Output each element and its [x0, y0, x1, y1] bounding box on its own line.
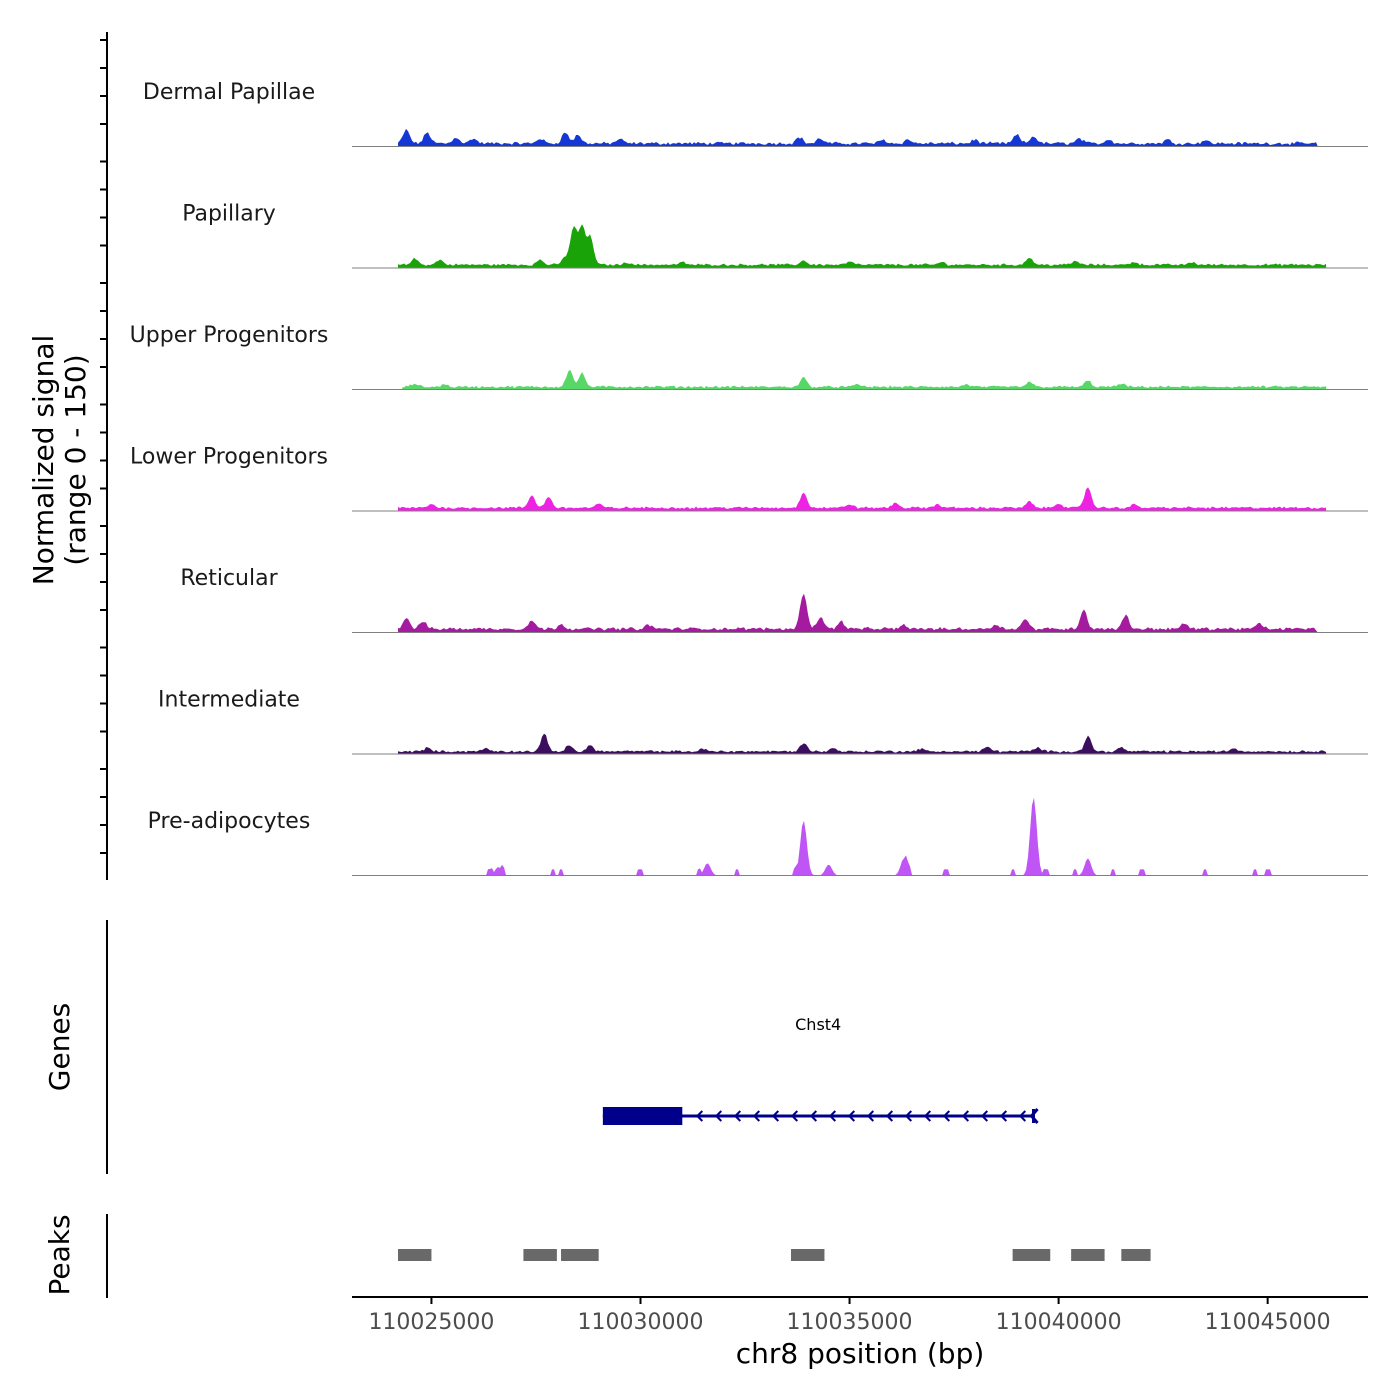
coverage-area — [402, 369, 1327, 390]
y-axis-title: Normalized signal — [27, 335, 60, 586]
peaks-track-title: Peaks — [43, 1214, 76, 1295]
strand-arrow — [942, 1110, 951, 1122]
strand-arrow — [771, 1110, 780, 1122]
coverage-area — [398, 224, 1327, 268]
peak-region — [523, 1249, 557, 1261]
coverage-area — [398, 128, 1318, 147]
track-labels: Dermal Papillae Papillary Upper Progenitor… — [130, 80, 329, 834]
genes-track-title: Genes — [43, 1003, 76, 1091]
x-axis-title: chr8 position (bp) — [736, 1337, 985, 1370]
peak-region — [1121, 1249, 1151, 1261]
strand-arrow — [790, 1110, 799, 1122]
strand-arrow — [980, 1110, 989, 1122]
peak-region — [397, 1249, 432, 1261]
coverage-area — [398, 487, 1327, 511]
coverage-area — [398, 593, 1318, 633]
strand-arrow — [828, 1110, 837, 1122]
track-label: Dermal Papillae — [143, 80, 315, 105]
x-ticks: 110025000 110030000 110035000 110040000 1100… — [368, 1297, 1331, 1335]
strand-arrow — [809, 1110, 818, 1122]
strand-arrow — [885, 1110, 894, 1122]
track-label: Papillary — [182, 202, 276, 227]
gene-model: Chst4 — [602, 1015, 1039, 1125]
strand-arrow — [961, 1110, 970, 1122]
strand-arrow — [714, 1110, 723, 1122]
gene-exon — [602, 1107, 683, 1125]
track-label: Pre-adipocytes — [148, 809, 311, 834]
x-tick-label: 110025000 — [368, 1310, 494, 1335]
track-label: Lower Progenitors — [130, 445, 328, 470]
peak-region — [1071, 1249, 1105, 1261]
strand-arrow — [1018, 1110, 1027, 1122]
peak-region — [791, 1249, 825, 1261]
gene-name-label: Chst4 — [795, 1015, 841, 1034]
x-tick-label: 110030000 — [578, 1310, 704, 1335]
strand-arrow — [923, 1110, 932, 1122]
y-axis-range: (range 0 - 150) — [59, 354, 92, 565]
track-label: Intermediate — [158, 688, 300, 713]
strand-arrow — [733, 1110, 742, 1122]
strand-arrow — [847, 1110, 856, 1122]
peak-region — [1012, 1249, 1051, 1261]
strand-arrow — [695, 1110, 704, 1122]
gene-end-arrow — [1029, 1108, 1039, 1124]
track-label: Reticular — [180, 566, 278, 591]
strand-arrow — [999, 1110, 1008, 1122]
coverage-area — [398, 733, 1327, 754]
track-label: Upper Progenitors — [130, 323, 329, 348]
strand-arrow — [866, 1110, 875, 1122]
x-tick-label: 110045000 — [1205, 1310, 1331, 1335]
strand-arrow — [752, 1110, 761, 1122]
x-tick-label: 110040000 — [996, 1310, 1122, 1335]
peak-region — [561, 1249, 599, 1261]
peak-regions — [397, 1249, 1151, 1261]
coverage-tracks — [352, 128, 1368, 876]
x-tick-label: 110035000 — [787, 1310, 913, 1335]
signal-y-ticks — [100, 39, 107, 854]
strand-arrow — [904, 1110, 913, 1122]
coverage-area — [398, 797, 1318, 876]
